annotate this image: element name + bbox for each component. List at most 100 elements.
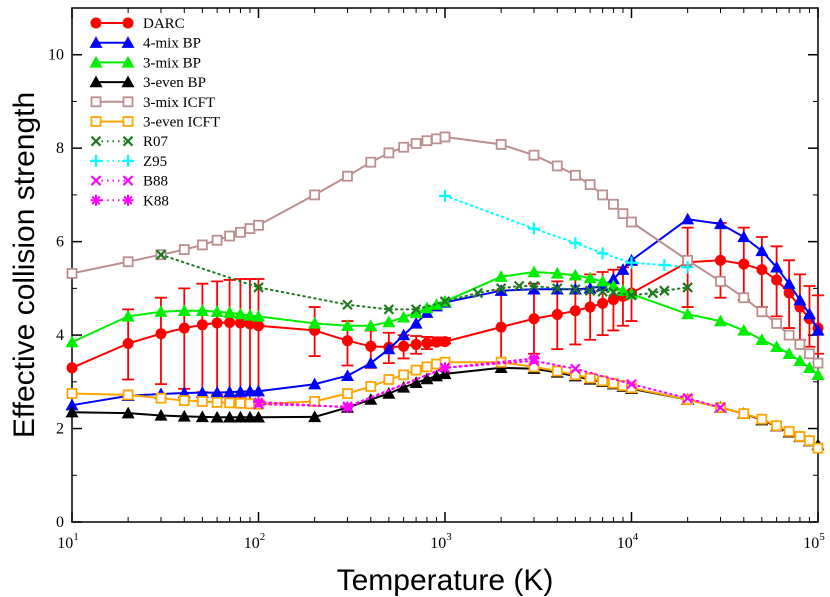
data-point [224, 316, 236, 328]
legend-label: 3-even BP [143, 75, 206, 91]
data-point [715, 275, 726, 287]
data-point [616, 263, 630, 275]
data-point [365, 381, 377, 392]
data-point [235, 226, 246, 238]
x-tick-label: 105 [803, 531, 825, 552]
legend-label: DARC [143, 16, 185, 32]
error-bar [178, 287, 191, 390]
data-point [804, 435, 815, 447]
data-point [420, 301, 434, 314]
data-point [308, 410, 322, 423]
series-layer [65, 131, 825, 454]
data-point [155, 392, 167, 404]
series-r07 [155, 249, 693, 315]
data-point [341, 402, 353, 414]
data-point [155, 328, 167, 340]
data-point [154, 408, 168, 421]
error-bar [252, 278, 265, 402]
data-point [398, 340, 410, 352]
data-point [495, 139, 507, 150]
data-point [569, 369, 581, 381]
data-point [365, 156, 377, 168]
data-point [812, 442, 824, 454]
data-point [738, 292, 750, 304]
data-point [308, 377, 322, 390]
data-point [233, 410, 247, 423]
data-point [802, 307, 816, 320]
data-point [811, 368, 825, 381]
y-tick-label: 4 [56, 327, 64, 344]
data-point [568, 268, 582, 281]
data-point [210, 386, 224, 398]
data-point [210, 305, 224, 317]
x-tick-base: 10 [430, 535, 446, 552]
x-tick-exponent: 3 [446, 531, 452, 543]
data-point [178, 322, 190, 334]
data-point [626, 216, 637, 228]
data-point [409, 316, 423, 329]
data-point [364, 393, 378, 405]
data-point [66, 268, 78, 279]
data-point [398, 141, 410, 153]
data-point [340, 319, 354, 331]
error-bar [243, 278, 256, 401]
data-point [737, 230, 751, 243]
data-point [364, 356, 378, 369]
data-point [682, 392, 693, 404]
data-point [659, 285, 670, 296]
legend-marker [121, 36, 135, 48]
error-bar [211, 280, 224, 396]
data-point [382, 342, 396, 355]
data-point [755, 244, 769, 257]
data-point [570, 284, 581, 295]
data-point [584, 301, 596, 313]
error-bar [196, 282, 209, 393]
data-point [309, 189, 321, 201]
legend-marker [121, 55, 135, 68]
data-point [569, 169, 581, 181]
error-bar [223, 279, 236, 398]
x-tick-exponent: 4 [633, 531, 639, 543]
data-point [782, 277, 796, 289]
legend-item-3-mix-bp: 3-mix BP [89, 55, 201, 71]
y-tick-label: 8 [56, 140, 64, 157]
data-point [211, 396, 223, 408]
data-point [210, 410, 224, 423]
legend-marker [122, 135, 134, 147]
series-k88 [253, 352, 540, 414]
data-point [122, 338, 134, 350]
series-b88 [253, 355, 726, 413]
data-point [66, 362, 78, 374]
data-point [397, 328, 411, 341]
legend-label: B88 [143, 174, 168, 190]
data-point [584, 372, 596, 384]
data-point [121, 406, 135, 419]
data-point [527, 282, 541, 295]
legend-label: 3-mix BP [143, 55, 201, 71]
data-point [234, 317, 246, 329]
x-tick-exponent: 1 [73, 531, 79, 543]
legend-label: Z95 [143, 154, 167, 170]
data-point [243, 410, 257, 423]
data-point [804, 348, 815, 360]
x-tick-exponent: 5 [819, 531, 825, 543]
data-point [122, 256, 134, 268]
x-tick-base: 10 [244, 535, 260, 552]
y-tick-label: 0 [56, 514, 64, 531]
legend-item-darc: DARC [90, 16, 185, 32]
legend-item-b88: B88 [90, 174, 168, 190]
data-point [714, 254, 726, 266]
data-point [195, 386, 209, 398]
data-point [365, 340, 377, 352]
x-tick-exponent: 2 [260, 531, 266, 543]
legend-marker [122, 154, 134, 167]
data-point [224, 397, 236, 409]
data-point [625, 287, 638, 300]
data-point [551, 309, 563, 321]
data-point [342, 299, 353, 310]
data-point [770, 340, 784, 352]
data-point [65, 335, 79, 348]
legend-marker [90, 194, 102, 206]
data-point [569, 237, 582, 250]
